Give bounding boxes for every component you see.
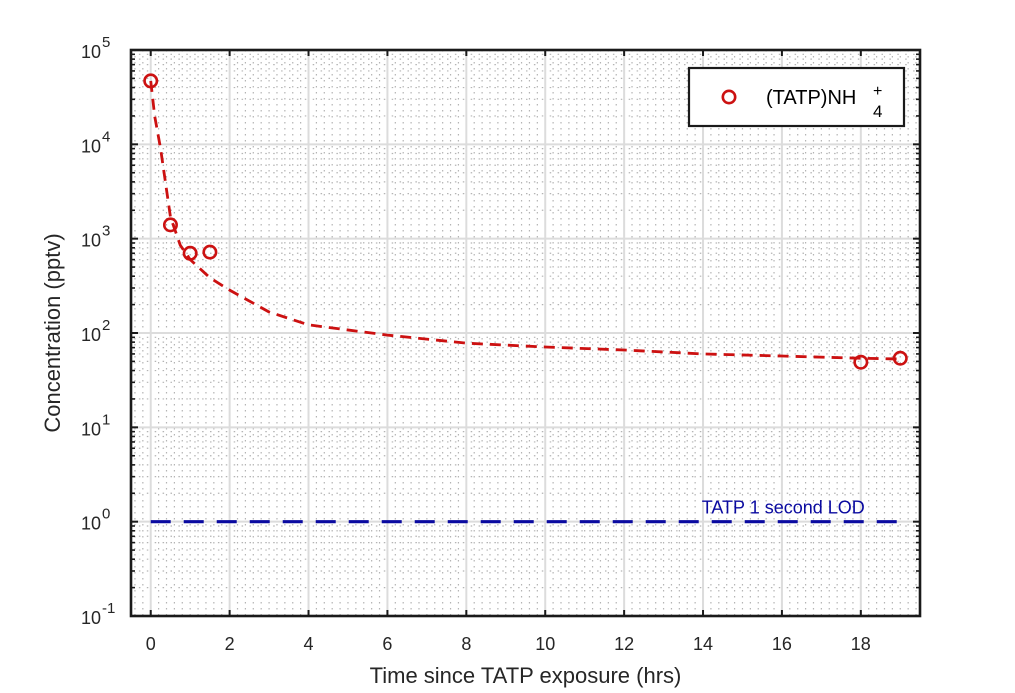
- legend-entry-main: (TATP)NH: [766, 87, 856, 109]
- legend-entry-superscript: +: [873, 83, 882, 100]
- y-tick-label-exponent: 3: [102, 223, 110, 240]
- y-axis-label: Concentration (pptv): [40, 233, 65, 432]
- x-tick-label: 10: [535, 634, 555, 654]
- data-point: [853, 354, 869, 370]
- x-tick-label: 12: [614, 634, 634, 654]
- x-tick-label: 6: [382, 634, 392, 654]
- y-tick-label: 10: [81, 514, 101, 534]
- fit-curve: [149, 80, 901, 361]
- x-tick-label: 18: [851, 634, 871, 654]
- y-tick-label-exponent: 0: [102, 506, 110, 523]
- x-tick-label: 8: [461, 634, 471, 654]
- lod-annotation: TATP 1 second LOD: [702, 498, 865, 518]
- legend-entry-subscript: 4: [873, 102, 882, 121]
- data-markers: [143, 73, 908, 370]
- data-point: [162, 217, 178, 233]
- data-point: [892, 350, 908, 366]
- x-tick-label: 4: [304, 634, 314, 654]
- y-tick-label: 10: [81, 608, 101, 628]
- x-tick-label: 2: [225, 634, 235, 654]
- y-tick-label-exponent: 2: [102, 317, 110, 334]
- legend-box: [687, 66, 906, 128]
- data-point: [143, 73, 159, 89]
- legend: (TATP)NH + 4: [687, 66, 906, 128]
- y-tick-label-exponent: 1: [102, 411, 110, 428]
- y-tick-label-exponent: 5: [102, 34, 110, 51]
- x-axis-label: Time since TATP exposure (hrs): [370, 663, 682, 688]
- x-axis-ticks: 0 2 4 6 8 10 12 14 16 18: [146, 50, 871, 654]
- y-tick-label: 10: [81, 231, 101, 251]
- y-tick-label-exponent: 4: [102, 128, 110, 145]
- x-tick-label: 14: [693, 634, 713, 654]
- data-point: [202, 244, 218, 260]
- x-tick-label: 16: [772, 634, 792, 654]
- y-tick-label: 10: [81, 419, 101, 439]
- legend-entry-tatp-nh4: (TATP)NH: [766, 87, 856, 109]
- y-tick-label: 10: [81, 136, 101, 156]
- fit-curve-path: [149, 80, 901, 361]
- y-tick-label: 10: [81, 42, 101, 62]
- y-tick-label-exponent: -1: [102, 600, 115, 617]
- legend-marker-icon: [721, 89, 737, 105]
- data-point: [182, 245, 198, 261]
- y-tick-label: 10: [81, 325, 101, 345]
- x-tick-label: 0: [146, 634, 156, 654]
